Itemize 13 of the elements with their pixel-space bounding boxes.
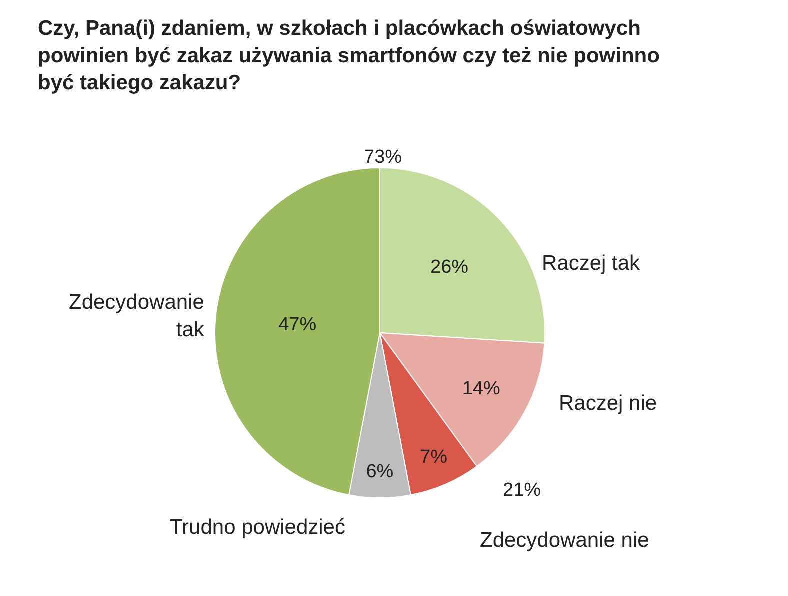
data-label: 14% [462, 378, 500, 400]
data-label: 6% [366, 461, 394, 482]
slice-label: Zdecydowanie nie [480, 529, 650, 552]
data-label: 7% [420, 446, 448, 468]
slice-label: Raczej nie [559, 392, 658, 415]
text: 73% [364, 147, 402, 168]
slice-label: Raczej tak [542, 252, 641, 275]
slice-label: Zdecydowanie tak [69, 291, 205, 342]
chart-title: Czy, Pana(i) zdaniem, w szkołach i placówkach oświatowych powinien być zakaz używania smartfonów czy też nie powinno być takiego zakazu? [38, 17, 660, 95]
data-label: 47% [278, 314, 317, 336]
text: 21% [503, 480, 542, 501]
slice-label: Trudno powiedzieć [170, 516, 346, 539]
data-label: 26% [430, 257, 469, 278]
